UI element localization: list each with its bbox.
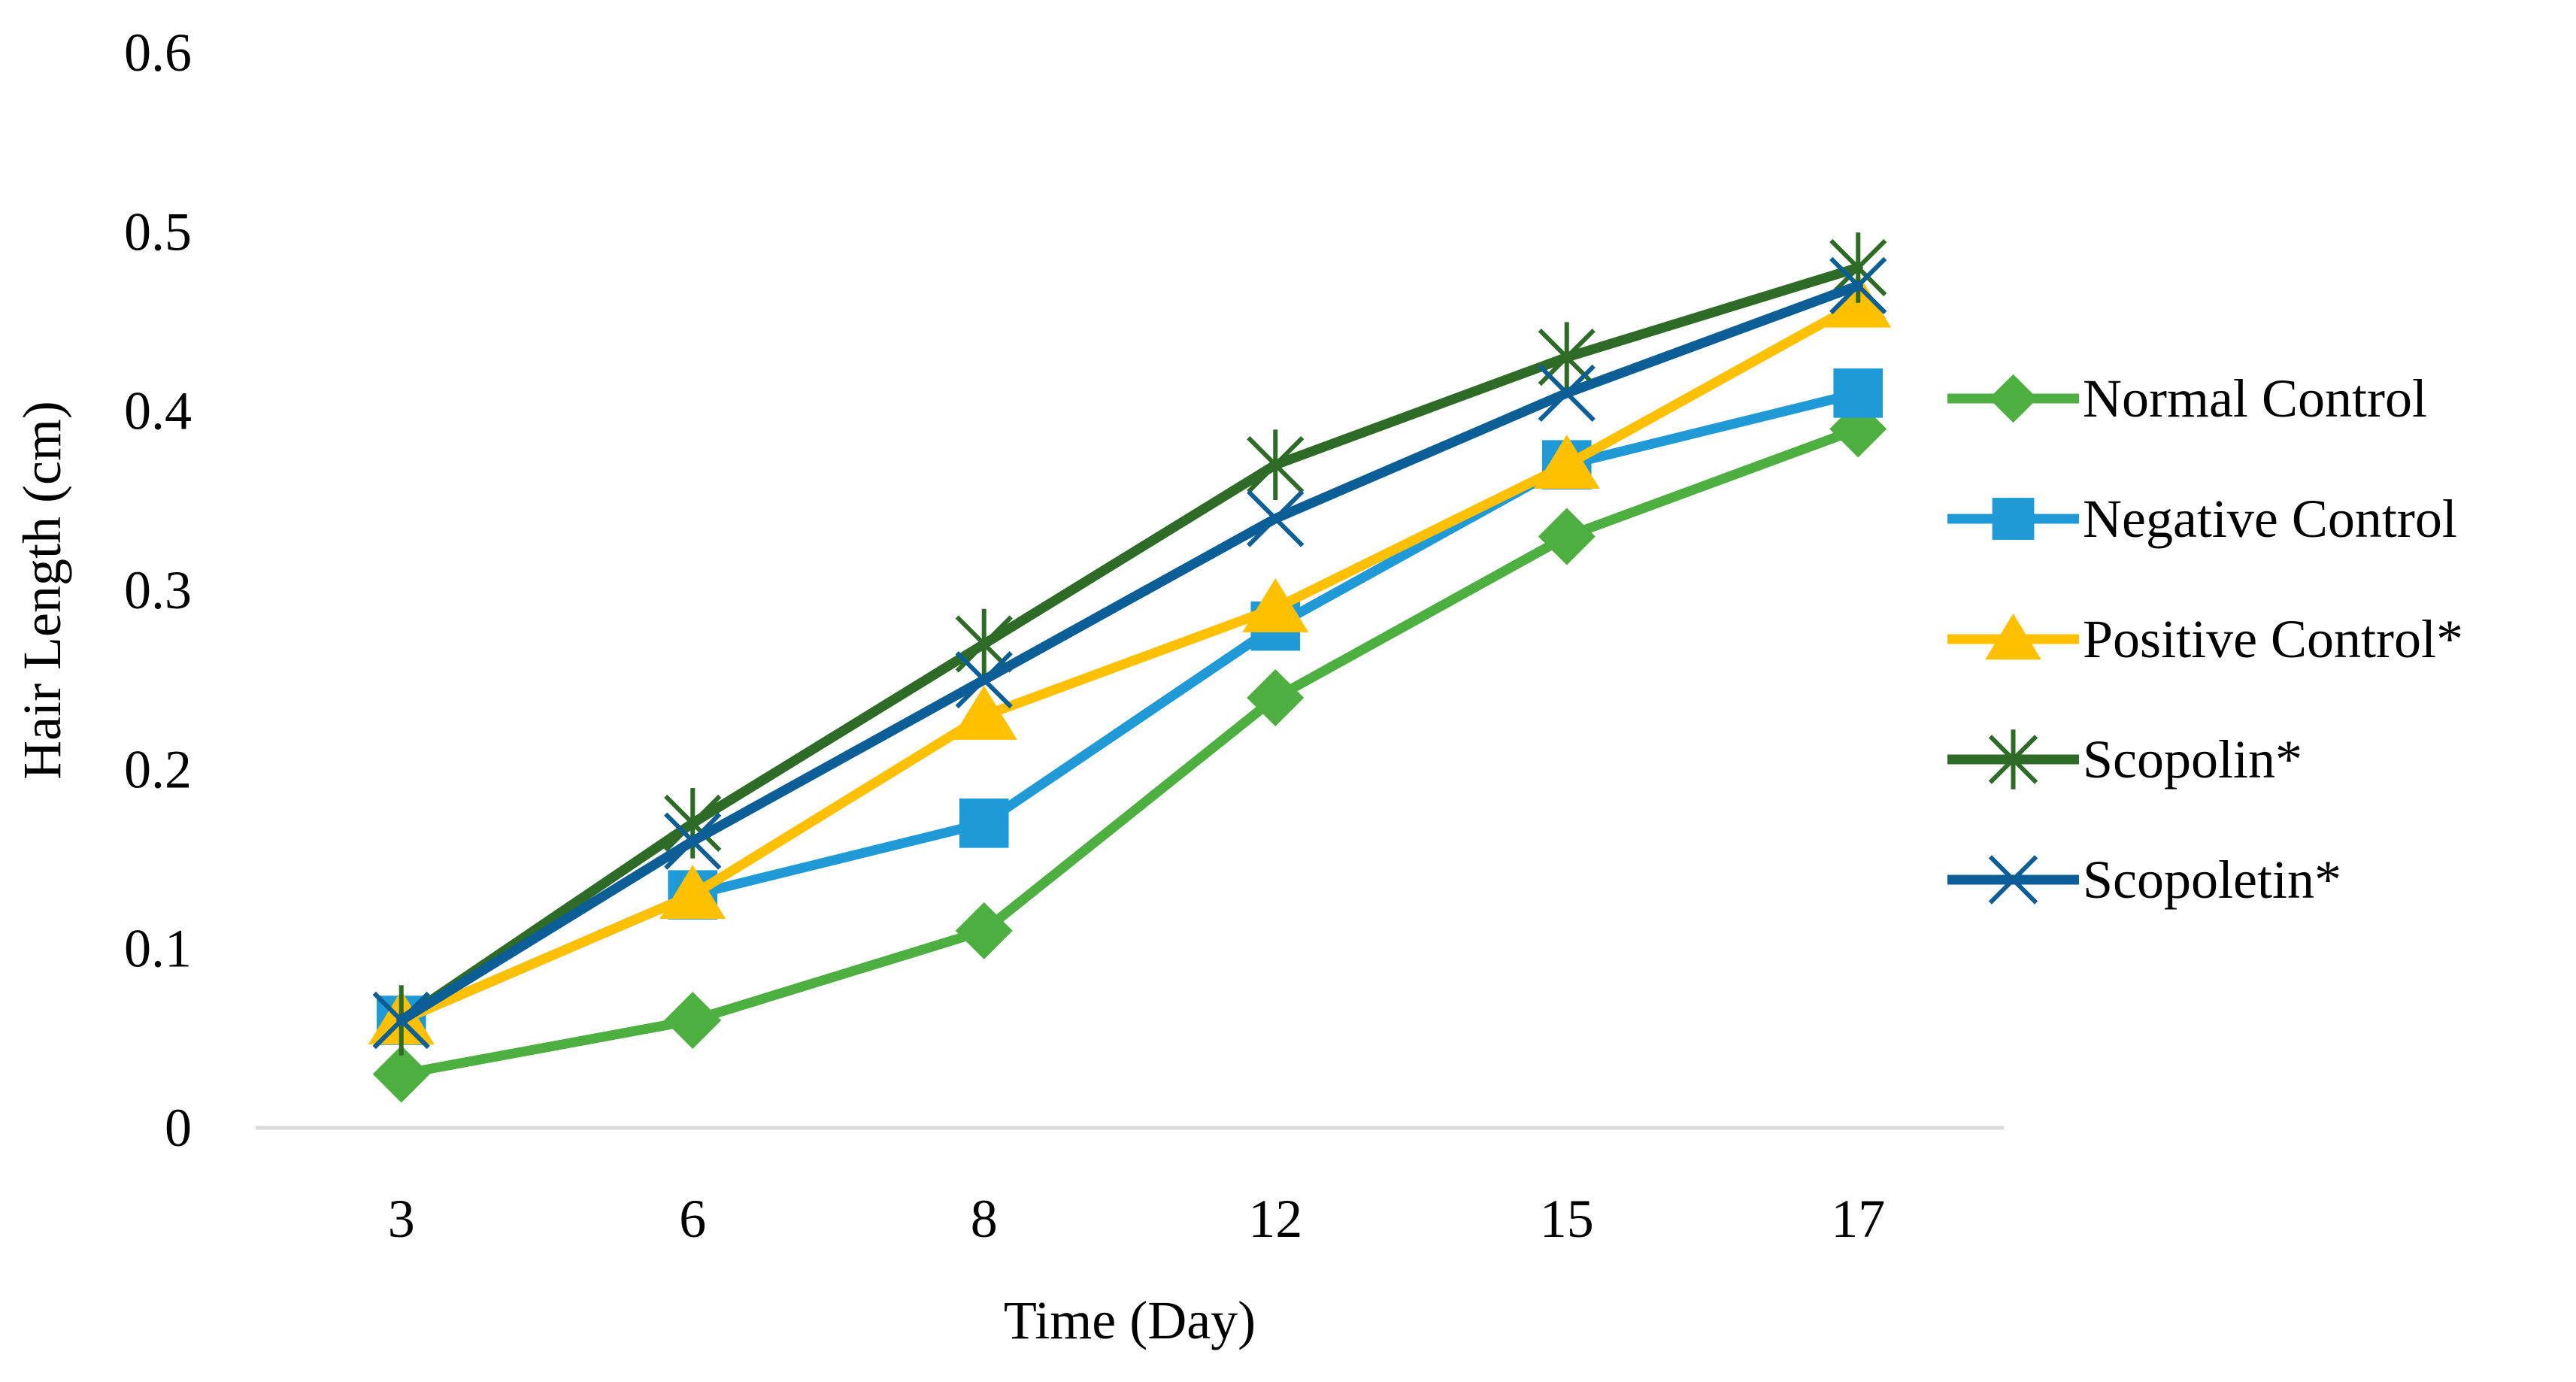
- series-line-normal-control: [396, 424, 1863, 1079]
- data-point-positive-control: [659, 865, 726, 920]
- data-point-scopolin: [1247, 429, 1305, 500]
- x-axis-title: Time (Day): [1004, 1290, 1256, 1350]
- data-point-scopoletin: [1538, 364, 1596, 422]
- y-axis-ticks: 0 0.1 0.2 0.3 0.4 0.5 0.6: [124, 23, 192, 1158]
- data-point-positive-control: [950, 685, 1017, 740]
- legend-marker-diamond: [1989, 374, 2038, 423]
- legend-marker-star: [1988, 729, 2038, 789]
- x-tick-label: 3: [388, 1189, 415, 1249]
- data-point-scopoletin: [664, 812, 722, 870]
- y-axis-title: Hair Length (cm): [12, 401, 72, 780]
- series-negative-control: [376, 368, 1884, 1045]
- y-tick-label: 0.6: [124, 23, 192, 83]
- y-tick-label: 0.2: [124, 739, 192, 799]
- x-tick-label: 8: [971, 1189, 998, 1249]
- data-point-positive-control: [1242, 577, 1309, 632]
- x-tick-label: 17: [1831, 1189, 1885, 1249]
- data-point-negative-control: [959, 799, 1009, 848]
- series-normal-control: [372, 400, 1887, 1103]
- series-scopoletin: [372, 256, 1887, 1050]
- legend-item-positive-control: Positive Control*: [1947, 609, 2463, 669]
- series-line-scopolin: [396, 262, 1863, 1026]
- legend: Normal Control Negative Control Positive C…: [1947, 368, 2463, 910]
- legend-marker-triangle: [1985, 614, 2041, 660]
- legend-label: Scopoletin*: [2083, 850, 2341, 910]
- data-point-normal-control: [955, 902, 1013, 959]
- legend-item-negative-control: Negative Control: [1947, 489, 2457, 549]
- legend-label: Negative Control: [2083, 489, 2457, 549]
- legend-item-scopoletin: Scopoletin*: [1947, 850, 2341, 910]
- y-tick-label: 0.4: [124, 381, 192, 441]
- y-tick-label: 0.3: [124, 560, 192, 620]
- series-line-scopoletin: [396, 280, 1863, 1026]
- data-point-scopoletin: [372, 991, 430, 1050]
- legend-item-scopolin: Scopolin*: [1947, 729, 2302, 789]
- data-point-normal-control: [372, 1045, 430, 1103]
- series-positive-control: [368, 273, 1892, 1044]
- x-tick-label: 12: [1248, 1189, 1302, 1249]
- series-line-positive-control: [396, 299, 1863, 1026]
- data-point-scopolin: [1829, 232, 1887, 303]
- legend-marker-x: [1988, 855, 2038, 905]
- y-tick-label: 0.5: [124, 202, 192, 262]
- series-layer: [368, 232, 1892, 1103]
- legend-label: Scopolin*: [2083, 729, 2302, 789]
- legend-label: Positive Control*: [2083, 609, 2463, 669]
- x-axis-ticks: 3 6 8 12 15 17: [388, 1189, 1886, 1249]
- data-point-normal-control: [664, 992, 722, 1049]
- data-point-positive-control: [1533, 435, 1600, 489]
- legend-label: Normal Control: [2083, 368, 2427, 429]
- legend-marker-square: [1992, 498, 2035, 540]
- x-tick-label: 15: [1540, 1189, 1594, 1249]
- legend-item-normal-control: Normal Control: [1947, 368, 2427, 429]
- data-point-negative-control: [1833, 368, 1884, 418]
- data-point-normal-control: [1538, 508, 1596, 565]
- data-point-normal-control: [1247, 669, 1305, 726]
- y-tick-label: 0: [165, 1098, 192, 1158]
- y-tick-label: 0.1: [124, 919, 192, 979]
- data-point-scopoletin: [1829, 256, 1887, 314]
- data-point-scopoletin: [1247, 489, 1305, 547]
- x-tick-label: 6: [679, 1189, 706, 1249]
- data-point-scopoletin: [955, 651, 1013, 709]
